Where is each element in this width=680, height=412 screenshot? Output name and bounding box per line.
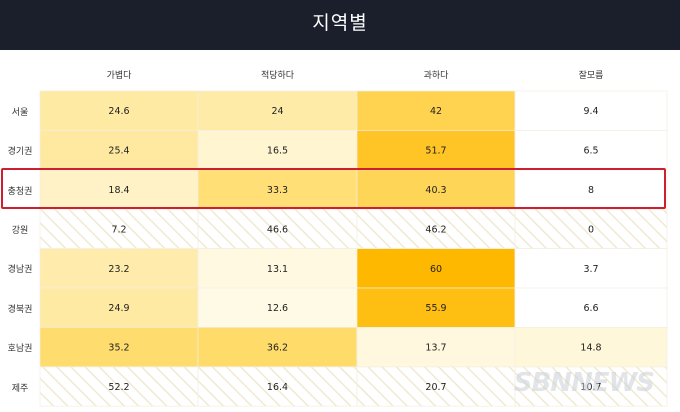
heatmap-cell	[514, 130, 668, 171]
row-label: 경기권	[7, 147, 33, 158]
cell-value-label: 52.2	[108, 382, 129, 393]
watermark-logo: SBNNEWS	[513, 368, 655, 398]
column-label: 적당하다	[260, 71, 295, 81]
heatmap-cell	[514, 327, 668, 368]
heatmap-cell	[356, 248, 516, 289]
heatmap-cell	[39, 287, 199, 328]
cell-value-label: 60	[430, 264, 442, 275]
cell-value-label: 16.5	[267, 146, 288, 157]
heatmap-cell	[39, 130, 199, 171]
heatmap-cell	[197, 327, 358, 368]
cell-value-label: 46.6	[267, 224, 288, 235]
cell-value-label: 46.2	[425, 224, 446, 235]
row-label: 경북권	[7, 304, 33, 315]
cell-value-label: 23.2	[108, 264, 129, 275]
row-label: 충청권	[7, 186, 33, 197]
cell-value-label: 12.6	[267, 303, 288, 314]
highlight-box	[1, 168, 666, 209]
row-label: 경남권	[7, 265, 33, 276]
cell-value-label: 51.7	[425, 146, 446, 157]
heatmap-cell	[514, 287, 668, 328]
heatmap-cell	[356, 287, 516, 328]
cell-value-label: 18.4	[108, 185, 129, 196]
cell-value-label: 35.2	[108, 343, 129, 354]
heatmap-cell	[356, 130, 516, 171]
heatmap-cell	[197, 208, 358, 249]
row-label: 강원	[11, 225, 29, 236]
cell-value-label: 24.6	[108, 106, 129, 117]
heatmap-cell	[197, 287, 358, 328]
heatmap-cell	[356, 366, 516, 407]
column-label: 가볍다	[106, 71, 132, 81]
column-label: 과하다	[423, 71, 449, 81]
row-label: 서울	[11, 107, 29, 118]
heatmap-cell	[39, 208, 199, 249]
cell-value-label: 33.3	[267, 185, 288, 196]
cell-value-label: 14.8	[580, 343, 601, 354]
cell-value-label: 13.1	[267, 264, 288, 275]
heatmap-cell	[356, 208, 516, 249]
heatmap-cell	[39, 169, 199, 210]
heatmap-cell	[514, 366, 668, 407]
chart-title: 지역별	[312, 12, 368, 34]
heatmap-cell	[356, 169, 516, 210]
heatmap-cell	[197, 130, 358, 171]
cell-value-label: 0	[588, 224, 594, 235]
cell-value-label: 7.2	[111, 224, 126, 235]
cell-value-label: 6.5	[583, 146, 598, 157]
cell-value-label: 9.4	[583, 106, 598, 117]
cell-value-label: 40.3	[425, 185, 446, 196]
heatmap-cell	[514, 208, 668, 249]
heatmap-cell	[356, 327, 516, 368]
cell-value-label: 16.4	[267, 382, 288, 393]
cell-value-label: 10.7	[580, 382, 601, 393]
row-label: 제주	[11, 383, 29, 394]
cell-value-label: 6.6	[583, 303, 598, 314]
cell-value-label: 42	[430, 106, 442, 117]
cell-value-label: 8	[588, 185, 594, 196]
column-label: 잘모름	[578, 71, 604, 81]
heatmap-cell	[514, 248, 668, 289]
heatmap-cell	[39, 366, 199, 407]
cell-value-label: 3.7	[583, 264, 598, 275]
cell-value-label: 13.7	[425, 343, 446, 354]
cell-value-label: 55.9	[425, 303, 446, 314]
cell-value-label: 24	[271, 106, 283, 117]
cell-value-label: 24.9	[108, 303, 129, 314]
row-label: 호남권	[7, 344, 33, 355]
cell-value-label: 25.4	[108, 146, 129, 157]
cell-value-label: 36.2	[267, 343, 288, 354]
cell-value-label: 20.7	[425, 382, 446, 393]
heatmap-cell	[39, 327, 199, 368]
heatmap-cell	[39, 90, 199, 131]
